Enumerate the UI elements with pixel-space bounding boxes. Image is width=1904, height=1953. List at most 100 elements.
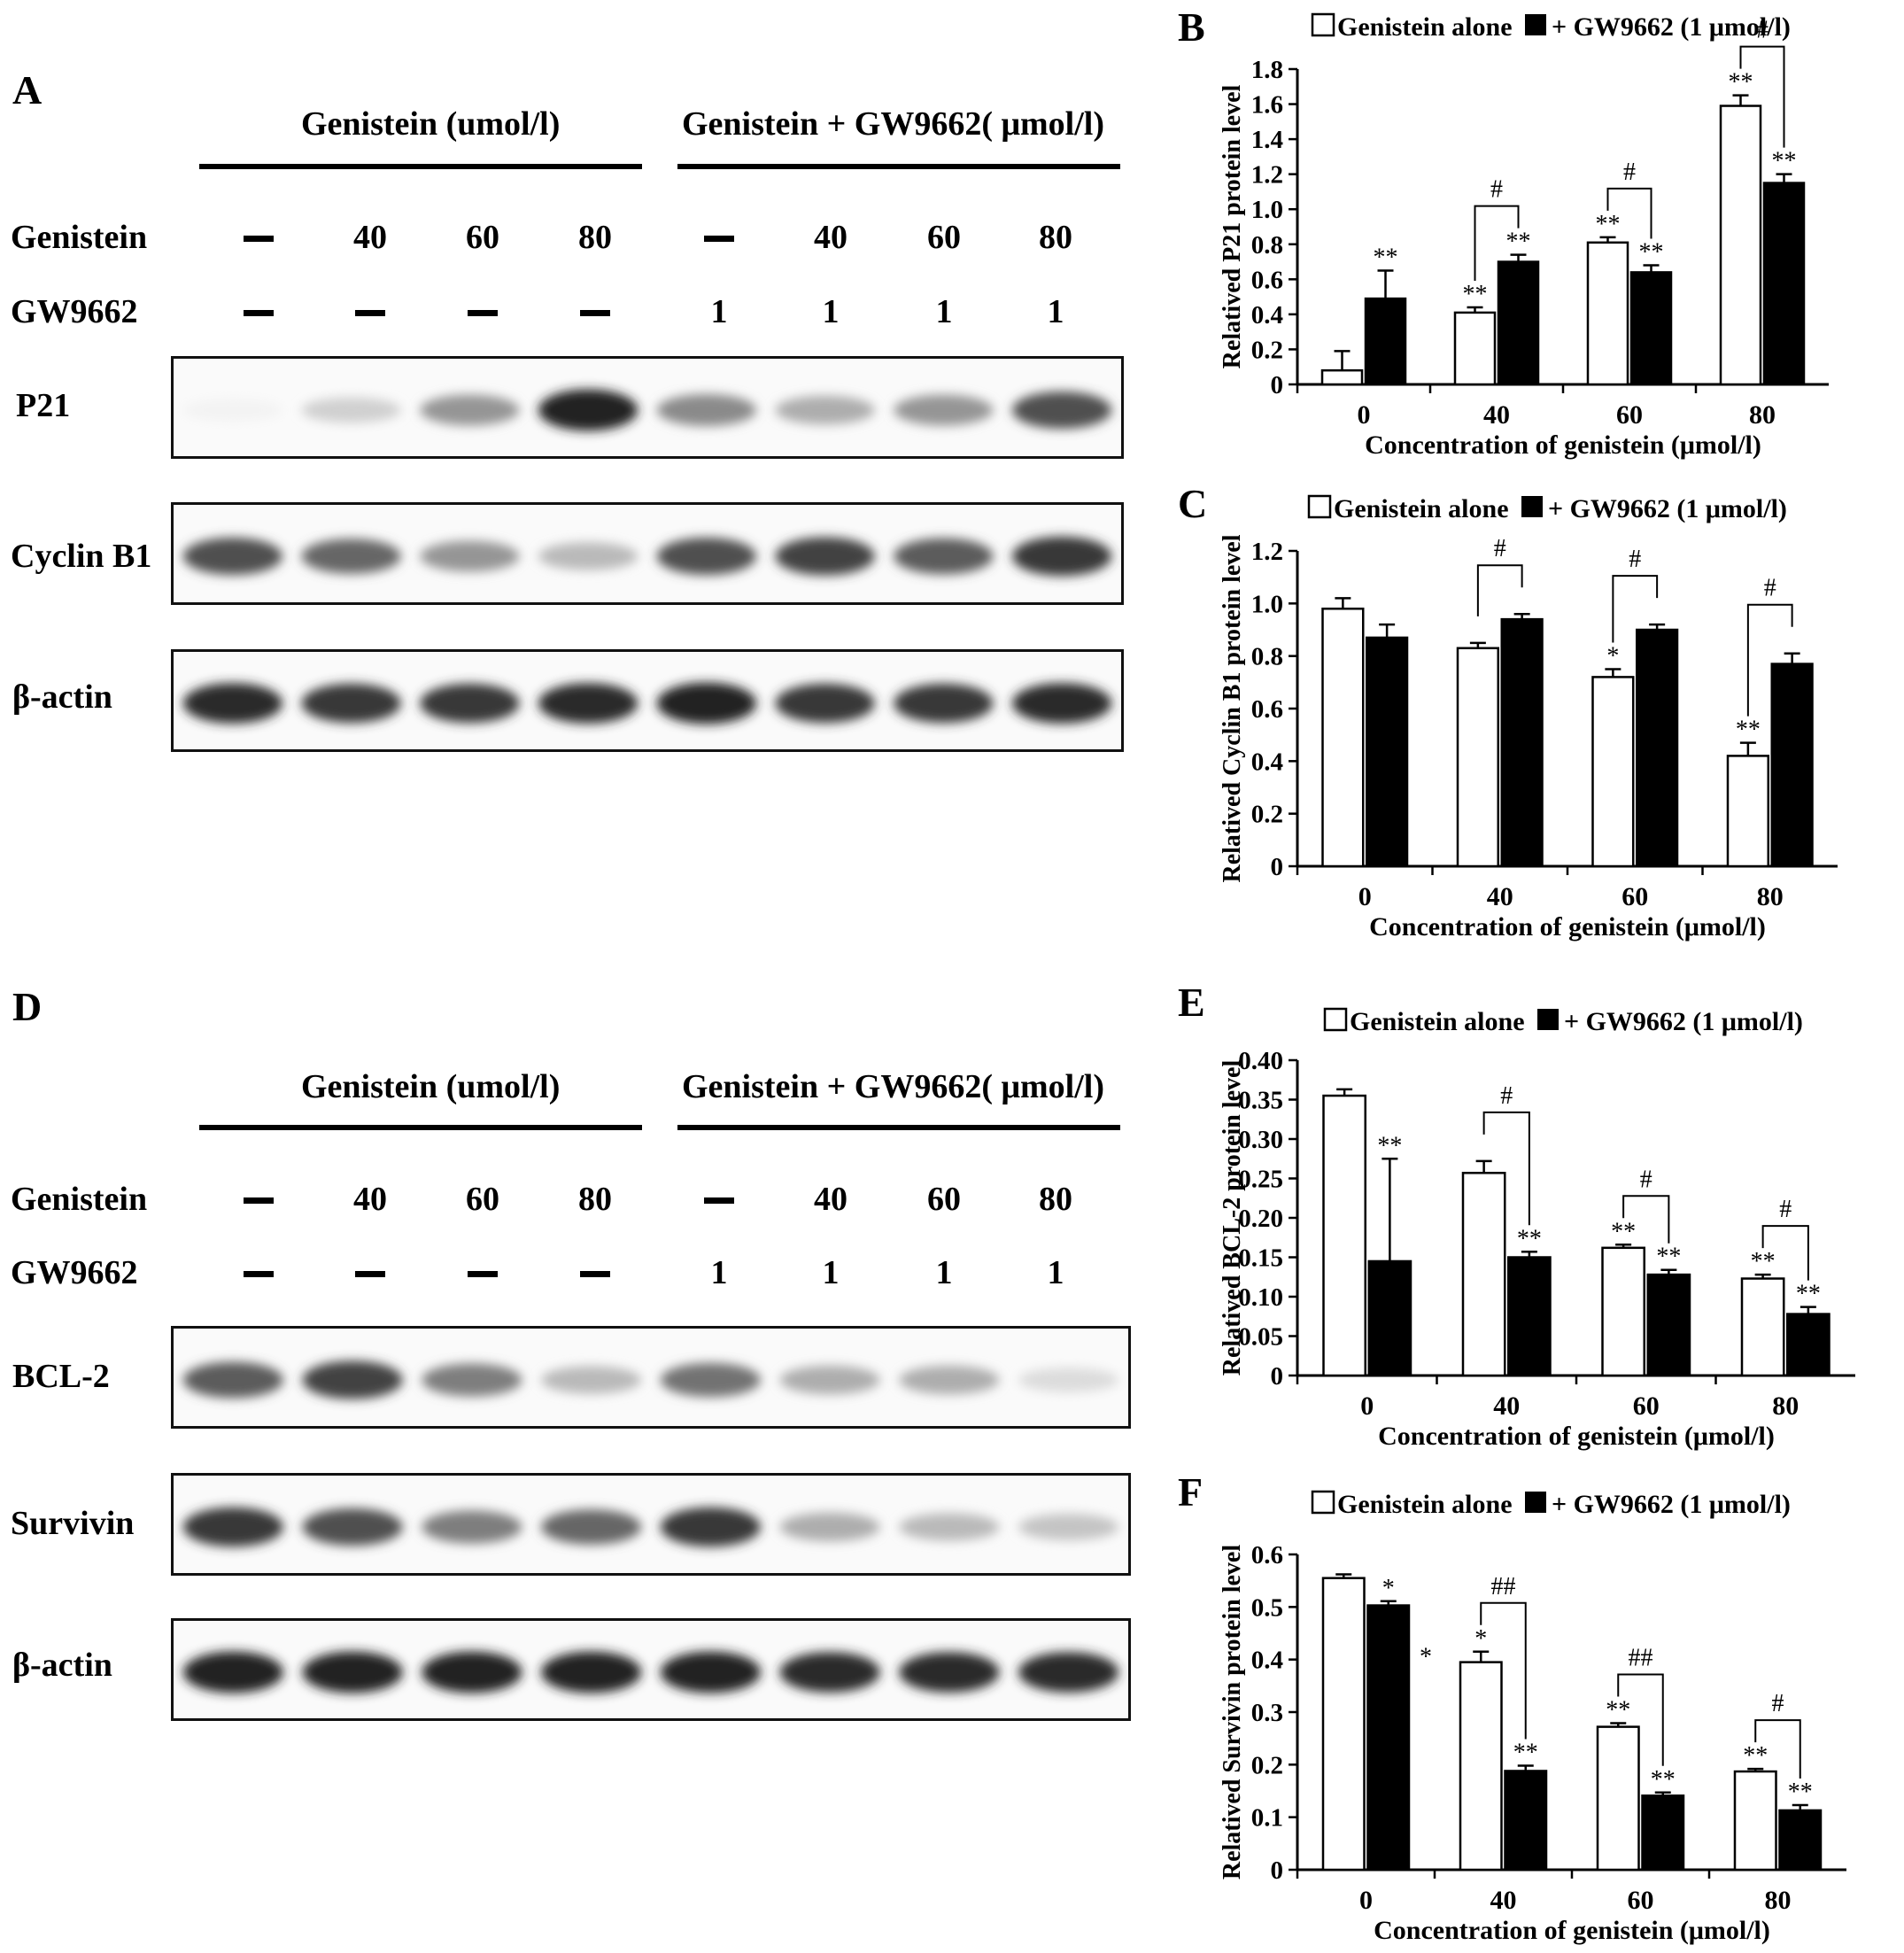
p21-band-3 [538,389,639,431]
chart-c-legend-swatch-1 [1521,496,1543,517]
blot-d-group-right-title: Genistein + GW9662( μmol/l) [682,1068,1105,1105]
beta-actin-d-band-7 [1018,1652,1119,1693]
chart-f-bracket-label-2: ## [1629,1644,1653,1671]
chart-c-y-tick-label-2: 0.4 [1251,748,1283,776]
blot-d-gw9662-value-6: 1 [935,1254,953,1291]
blot-a-rule-right [677,164,1120,169]
chart-c-bar-s1-3 [1770,663,1814,868]
panel-letter-a: A [12,67,43,112]
chart-f-x-tick-label-2: 60 [1628,1886,1654,1915]
p21-band-4 [656,394,757,426]
beta-actin-d-band-6 [899,1652,1000,1693]
chart-e-x-tick-label-3: 80 [1772,1391,1799,1421]
bcl2-band-2 [422,1363,522,1397]
chart-f-legend-swatch-0 [1311,1490,1335,1515]
chart-f-sig-s0-1: * [1474,1625,1487,1653]
cyclin-b1-band-5 [775,537,875,576]
chart-e-legend-swatch-0 [1323,1007,1348,1032]
chart-b-bar-s0-2 [1586,241,1629,386]
chart-e-y-tick-label-4: 0.20 [1238,1205,1283,1233]
chart-c-bracket-label-1: # [1494,535,1506,562]
cyclin-b1-band-0 [182,538,283,575]
bcl2-band-0 [182,1361,283,1399]
survivin-band-1 [302,1508,403,1546]
beta-actin-a-band-0 [182,683,283,724]
chart-c-y-tick-label-3: 0.6 [1251,695,1283,724]
chart-b-legend-swatch-1 [1525,14,1546,35]
chart-b-x-tick-label-2: 60 [1616,400,1643,430]
beta-actin-a-band-6 [894,683,994,724]
blot-d-genistein-dash-4 [704,1197,734,1204]
chart-f-x-axis-title: Concentration of genistein (μmol/l) [1374,1916,1770,1945]
blot-a-genistein-value-3: 80 [578,219,612,256]
panel-letter-d: D [12,984,43,1029]
chart-c-bar-s0-2 [1591,676,1635,868]
blot-a-genistein-value-7: 80 [1039,219,1072,256]
beta-actin-d-band-1 [302,1651,403,1693]
chart-b-bracket-1 [1474,205,1520,281]
chart-e-bar-s0-1 [1461,1172,1506,1377]
chart-b-bracket-label-3: # [1756,17,1769,44]
chart-b-y-tick-label-8: 1.6 [1251,91,1283,120]
beta-actin-a-band-7 [1011,683,1112,724]
chart-c-sig-s0-3: ** [1736,717,1761,744]
chart-f-y-tick-label-3: 0.3 [1251,1699,1283,1727]
chart-e-y-tick-label-3: 0.15 [1238,1244,1283,1273]
chart-f-extra-mark-0: * [1420,1644,1432,1671]
cyclin-b1-band-3 [538,542,639,570]
chart-f: F Genistein alone + GW9662 (1 μmol/l) 0 0.1 0… [1178,1469,1904,1949]
chart-f-x-tick-label-3: 80 [1765,1886,1792,1915]
bcl2-band-6 [899,1365,1000,1395]
chart-b-bar-s1-0 [1364,297,1407,386]
chart-b-y-tick-label-3: 0.6 [1251,266,1283,294]
chart-e-bracket-label-3: # [1779,1196,1792,1223]
chart-c-panel-letter: C [1178,481,1207,526]
chart-c-y-tick-label-5: 1.0 [1251,590,1283,618]
chart-e-bar-s0-3 [1740,1277,1785,1377]
chart-c-bracket-label-3: # [1764,575,1776,602]
blot-d-group-left-title: Genistein (umol/l) [301,1068,561,1105]
chart-e-x-tick-label-0: 0 [1360,1391,1374,1421]
chart-c-legend-label-0: Genistein alone [1334,494,1509,523]
chart-e-x-tick-label-1: 40 [1493,1391,1520,1421]
chart-f-legend-swatch-1 [1525,1492,1546,1513]
chart-f-sig-s1-0: * [1382,1575,1395,1602]
chart-e-x-tick-label-2: 60 [1633,1391,1660,1421]
chart-c-sig-s0-2: * [1606,643,1619,670]
blot-a-group-left-title: Genistein (umol/l) [301,105,561,143]
chart-f-sig-s0-2: ** [1606,1696,1630,1724]
chart-e-bar-s0-0 [1322,1094,1366,1377]
blot-d-genistein-value-6: 60 [927,1181,961,1218]
chart-b-x-tick-label-1: 40 [1483,400,1510,430]
chart-e-y-tick-label-6: 0.30 [1238,1126,1283,1154]
chart-b-bracket-2 [1606,187,1652,239]
blot-d-strip-survivin [171,1473,1131,1576]
beta-actin-a-band-5 [775,683,875,724]
chart-b-bar-s1-2 [1629,271,1673,386]
chart-e-legend-label-1: + GW9662 (1 μmol/l) [1564,1007,1803,1036]
blot-a-gw9662-dash-1 [355,310,385,316]
chart-c-bracket-3 [1746,603,1793,717]
chart-b-x-axis-title: Concentration of genistein (μmol/l) [1365,430,1761,460]
chart-e-legend-label-0: Genistein alone [1350,1007,1525,1036]
chart-c-bar-s0-0 [1321,608,1365,868]
chart-c-bracket-label-2: # [1629,546,1641,573]
chart-e-sig-s1-1: ** [1517,1225,1542,1252]
chart-b-bracket-3 [1739,45,1785,148]
blot-a-genistein-value-2: 60 [466,219,499,256]
chart-c-bar-s0-3 [1726,755,1769,868]
chart-f-bar-s1-1 [1504,1770,1548,1872]
blot-d-gw9662-dash-3 [580,1271,610,1277]
chart-b-svg: B Genistein alone + GW9662 (1 μmol/l) 0 0.2 0… [1178,4,1829,460]
chart-c-x-tick-label-0: 0 [1358,882,1372,911]
chart-e-y-tick-label-2: 0.10 [1238,1283,1283,1312]
chart-b-bar-s0-3 [1719,105,1762,386]
chart-b-sig-s0-2: ** [1596,211,1621,238]
blot-d-gw9662-dash-1 [355,1271,385,1277]
chart-e-sig-s1-0: ** [1377,1132,1402,1159]
chart-b-bracket-label-1: # [1490,176,1503,204]
chart-e-panel-letter: E [1178,980,1205,1025]
chart-f-bracket-2 [1617,1673,1664,1766]
cyclin-b1-band-4 [656,538,757,575]
chart-f-y-tick-label-2: 0.2 [1251,1751,1283,1779]
